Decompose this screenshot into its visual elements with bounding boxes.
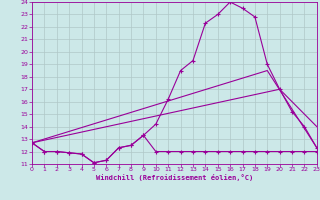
X-axis label: Windchill (Refroidissement éolien,°C): Windchill (Refroidissement éolien,°C) [96, 174, 253, 181]
